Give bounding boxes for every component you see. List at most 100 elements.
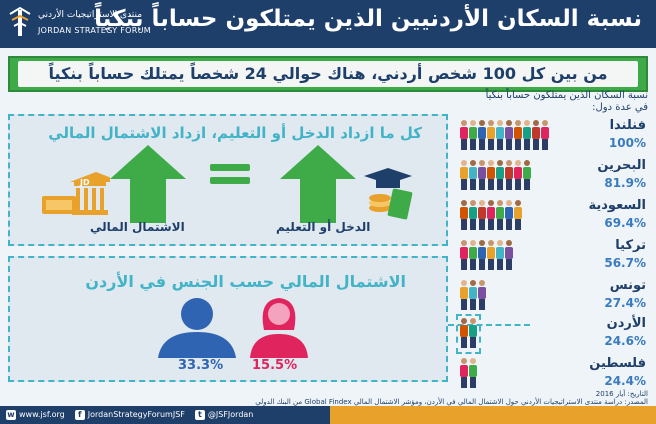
person-icon xyxy=(469,358,477,388)
person-icon xyxy=(496,160,504,190)
country-row: السعودية 69.4% xyxy=(456,194,652,234)
person-icon xyxy=(460,240,468,270)
jordan-connector-line xyxy=(448,324,530,326)
gender-inclusion-heading: الاشتمال المالي حسب الجنس في الأردن xyxy=(85,272,406,291)
person-icon xyxy=(478,200,486,230)
person-icon xyxy=(496,240,504,270)
person-icon xyxy=(460,358,468,388)
country-value: 100% xyxy=(608,136,646,150)
income-education-label: الدخل أو التعليم xyxy=(276,220,371,234)
financial-inclusion-label: الاشتمال المالي xyxy=(90,220,185,234)
country-value: 56.7% xyxy=(604,256,646,270)
country-value: 27.4% xyxy=(604,296,646,310)
people-figures xyxy=(460,120,549,152)
people-figures xyxy=(460,200,522,232)
person-icon xyxy=(469,160,477,190)
ranking-heading-line2: في عدة دول: xyxy=(592,102,648,113)
bank-building-icon xyxy=(42,172,110,215)
facebook-icon: f xyxy=(74,410,85,420)
twitter-icon: t xyxy=(194,410,205,420)
person-icon xyxy=(460,160,468,190)
ranking-heading-line1: نسبة السكان الذين يمتلكون حساباً بنكياً xyxy=(485,90,648,101)
country-name: فلسطين xyxy=(589,356,646,371)
ranking-heading: نسبة السكان الذين يمتلكون حساباً بنكياً … xyxy=(486,90,648,114)
twitter-link[interactable]: t @JSFJordan xyxy=(194,406,253,424)
jsf-logo-icon xyxy=(9,6,31,36)
person-icon xyxy=(487,240,495,270)
person-icon xyxy=(514,120,522,150)
country-name: الأردن xyxy=(606,316,646,331)
person-icon xyxy=(478,280,486,310)
people-figures xyxy=(460,160,531,192)
male-percentage: 33.3% xyxy=(178,358,224,373)
person-icon xyxy=(523,120,531,150)
globe-icon: w xyxy=(6,410,16,420)
country-name: السعودية xyxy=(588,198,647,213)
person-icon xyxy=(469,240,477,270)
page-title: نسبة السكان الأردنيين الذين يمتلكون حساب… xyxy=(94,6,642,32)
graduation-cap-icon xyxy=(364,168,413,220)
country-name: البحرين xyxy=(597,158,646,173)
key-fact-text: من بين كل 100 شخص أردني، هناك حوالي 24 ش… xyxy=(48,64,608,83)
source-date: التاريخ: أيار 2016 xyxy=(595,390,648,398)
person-icon xyxy=(505,200,513,230)
person-icon xyxy=(505,160,513,190)
person-icon xyxy=(460,280,468,310)
person-icon xyxy=(469,120,477,150)
person-icon xyxy=(469,200,477,230)
people-figures xyxy=(456,314,481,354)
people-figures xyxy=(460,240,513,272)
facebook-link[interactable]: f JordanStrategyForumJSF xyxy=(74,406,185,424)
person-icon xyxy=(469,280,477,310)
key-fact-banner: من بين كل 100 شخص أردني، هناك حوالي 24 ش… xyxy=(8,56,648,92)
people-figures xyxy=(460,358,477,390)
website-link[interactable]: w www.jsf.org xyxy=(6,410,65,420)
country-value: 24.4% xyxy=(604,374,646,388)
female-percentage: 15.5% xyxy=(252,358,298,373)
person-icon xyxy=(523,160,531,190)
male-silhouette-icon xyxy=(158,298,236,358)
arrow-up-icon xyxy=(110,145,186,223)
income-education-heading: كل ما ازداد الدخل أو التعليم، ازداد الاش… xyxy=(48,124,422,142)
jd-currency-label: JD xyxy=(80,178,90,187)
person-icon xyxy=(514,160,522,190)
country-name: تركيا xyxy=(615,238,646,253)
country-value: 24.6% xyxy=(604,334,646,348)
source-note: التاريخ: أيار 2016 المصدر: دراسة منتدى ا… xyxy=(8,390,648,408)
person-icon xyxy=(478,160,486,190)
source-text: المصدر: دراسة منتدى الاستراتيجيات الأردن… xyxy=(255,398,648,406)
country-value: 81.9% xyxy=(604,176,646,190)
person-icon xyxy=(496,200,504,230)
person-icon xyxy=(487,160,495,190)
person-icon xyxy=(460,200,468,230)
person-icon xyxy=(478,120,486,150)
header-bar: منتدى الاستراتيجيات الأردني JORDAN STRAT… xyxy=(0,0,656,48)
country-row: البحرين 81.9% xyxy=(456,154,652,194)
logo-arabic-text: منتدى الاستراتيجيات الأردني xyxy=(38,10,143,20)
person-icon xyxy=(469,318,477,348)
female-silhouette-icon xyxy=(250,298,308,358)
person-icon xyxy=(505,240,513,270)
people-figures xyxy=(460,280,486,312)
person-icon xyxy=(505,120,513,150)
footer-bar: w www.jsf.org f JordanStrategyForumJSF t @J… xyxy=(0,406,656,424)
country-value: 69.4% xyxy=(604,216,646,230)
person-icon xyxy=(487,200,495,230)
country-name: فنلندا xyxy=(609,118,646,133)
person-icon xyxy=(460,318,468,348)
gender-inclusion-panel: الاشتمال المالي حسب الجنس في الأردن xyxy=(8,256,448,382)
person-icon xyxy=(532,120,540,150)
country-row: فنلندا 100% xyxy=(456,114,652,154)
person-icon xyxy=(541,120,549,150)
equals-icon xyxy=(210,164,250,186)
country-row: فلسطين 24.4% xyxy=(456,352,652,392)
country-ranking: نسبة السكان الذين يمتلكون حساباً بنكياً … xyxy=(456,90,652,390)
country-name: تونس xyxy=(609,278,646,293)
logo-english-text: JORDAN STRATEGY FORUM xyxy=(38,26,151,35)
person-icon xyxy=(460,120,468,150)
person-icon xyxy=(487,120,495,150)
jsf-logo: منتدى الاستراتيجيات الأردني JORDAN STRAT… xyxy=(8,4,158,44)
country-row: تونس 27.4% xyxy=(456,274,652,314)
person-icon xyxy=(514,200,522,230)
country-row: تركيا 56.7% xyxy=(456,234,652,274)
